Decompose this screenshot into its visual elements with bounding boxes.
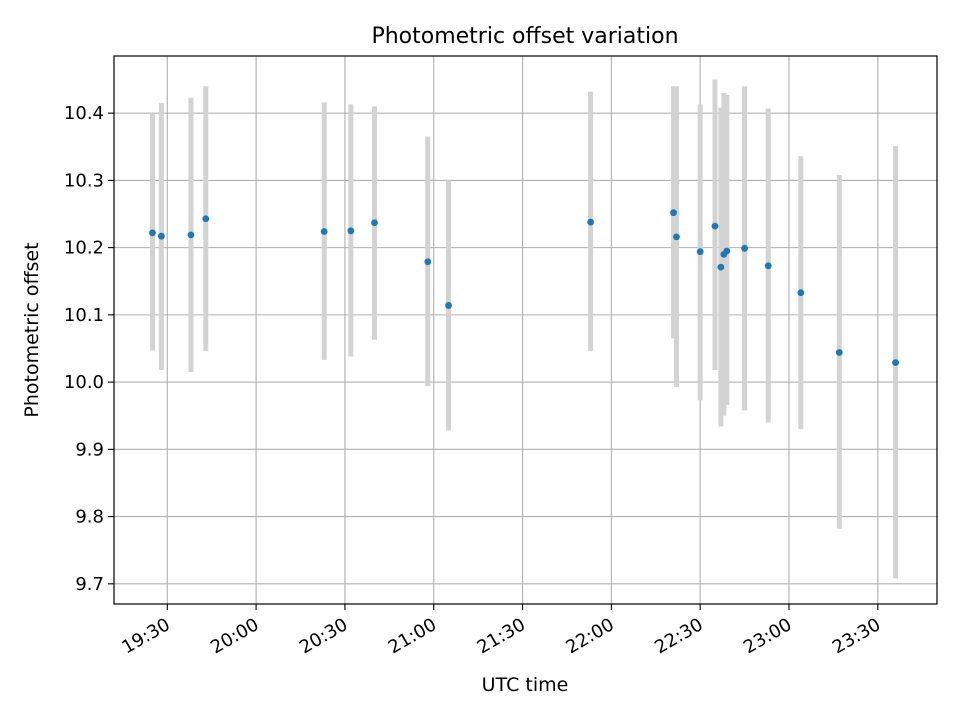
x-tick-label: 20:00 bbox=[207, 614, 262, 658]
y-tick-label: 10.1 bbox=[64, 305, 104, 326]
x-tick-label: 21:00 bbox=[385, 614, 440, 658]
data-point bbox=[424, 258, 432, 266]
x-tick-label: 22:30 bbox=[651, 614, 706, 658]
data-point bbox=[670, 209, 677, 217]
y-tick-label: 9.9 bbox=[75, 439, 104, 460]
data-point bbox=[587, 218, 595, 226]
y-axis-title: Photometric offset bbox=[21, 242, 43, 417]
y-axis-ticks: 9.7 9.8 9.9 10.0 10.1 10.2 10.3 10.4 bbox=[64, 103, 114, 595]
data-point bbox=[717, 263, 725, 271]
x-axis-ticks: 19:30 20:00 20:30 21:00 21:30 22:00 22:30 23:00… bbox=[118, 604, 884, 658]
data-point bbox=[892, 359, 899, 367]
x-tick-label: 23:00 bbox=[740, 614, 795, 658]
data-point bbox=[723, 247, 731, 255]
data-point bbox=[764, 262, 772, 270]
y-tick-label: 9.7 bbox=[75, 574, 104, 595]
x-tick-label: 23:30 bbox=[829, 614, 884, 658]
data-point bbox=[157, 232, 165, 240]
y-tick-label: 9.8 bbox=[75, 507, 104, 528]
data-point bbox=[187, 231, 195, 239]
data-point bbox=[149, 229, 156, 237]
data-point bbox=[711, 222, 719, 230]
chart-title: Photometric offset variation bbox=[371, 24, 678, 49]
y-tick-label: 10.0 bbox=[64, 372, 104, 393]
data-point bbox=[673, 233, 680, 241]
data-point bbox=[347, 227, 355, 235]
data-point bbox=[797, 289, 805, 297]
plot-frame bbox=[113, 55, 938, 605]
data-point bbox=[445, 302, 452, 309]
data-point bbox=[696, 248, 704, 256]
data-points bbox=[149, 209, 899, 367]
y-tick-label: 10.3 bbox=[64, 170, 104, 191]
data-point bbox=[741, 244, 748, 252]
data-point bbox=[371, 219, 378, 227]
y-tick-label: 10.2 bbox=[64, 238, 104, 259]
data-point bbox=[202, 215, 210, 223]
data-point bbox=[835, 349, 843, 356]
x-axis-title: UTC time bbox=[482, 674, 569, 696]
x-tick-label: 19:30 bbox=[118, 614, 173, 658]
x-tick-label: 21:30 bbox=[474, 614, 529, 658]
error-bars bbox=[149, 79, 899, 579]
data-point bbox=[320, 228, 328, 235]
grid-lines bbox=[114, 56, 937, 604]
x-tick-label: 20:30 bbox=[296, 614, 351, 658]
y-tick-label: 10.4 bbox=[64, 103, 104, 124]
x-tick-label: 22:00 bbox=[562, 614, 617, 658]
